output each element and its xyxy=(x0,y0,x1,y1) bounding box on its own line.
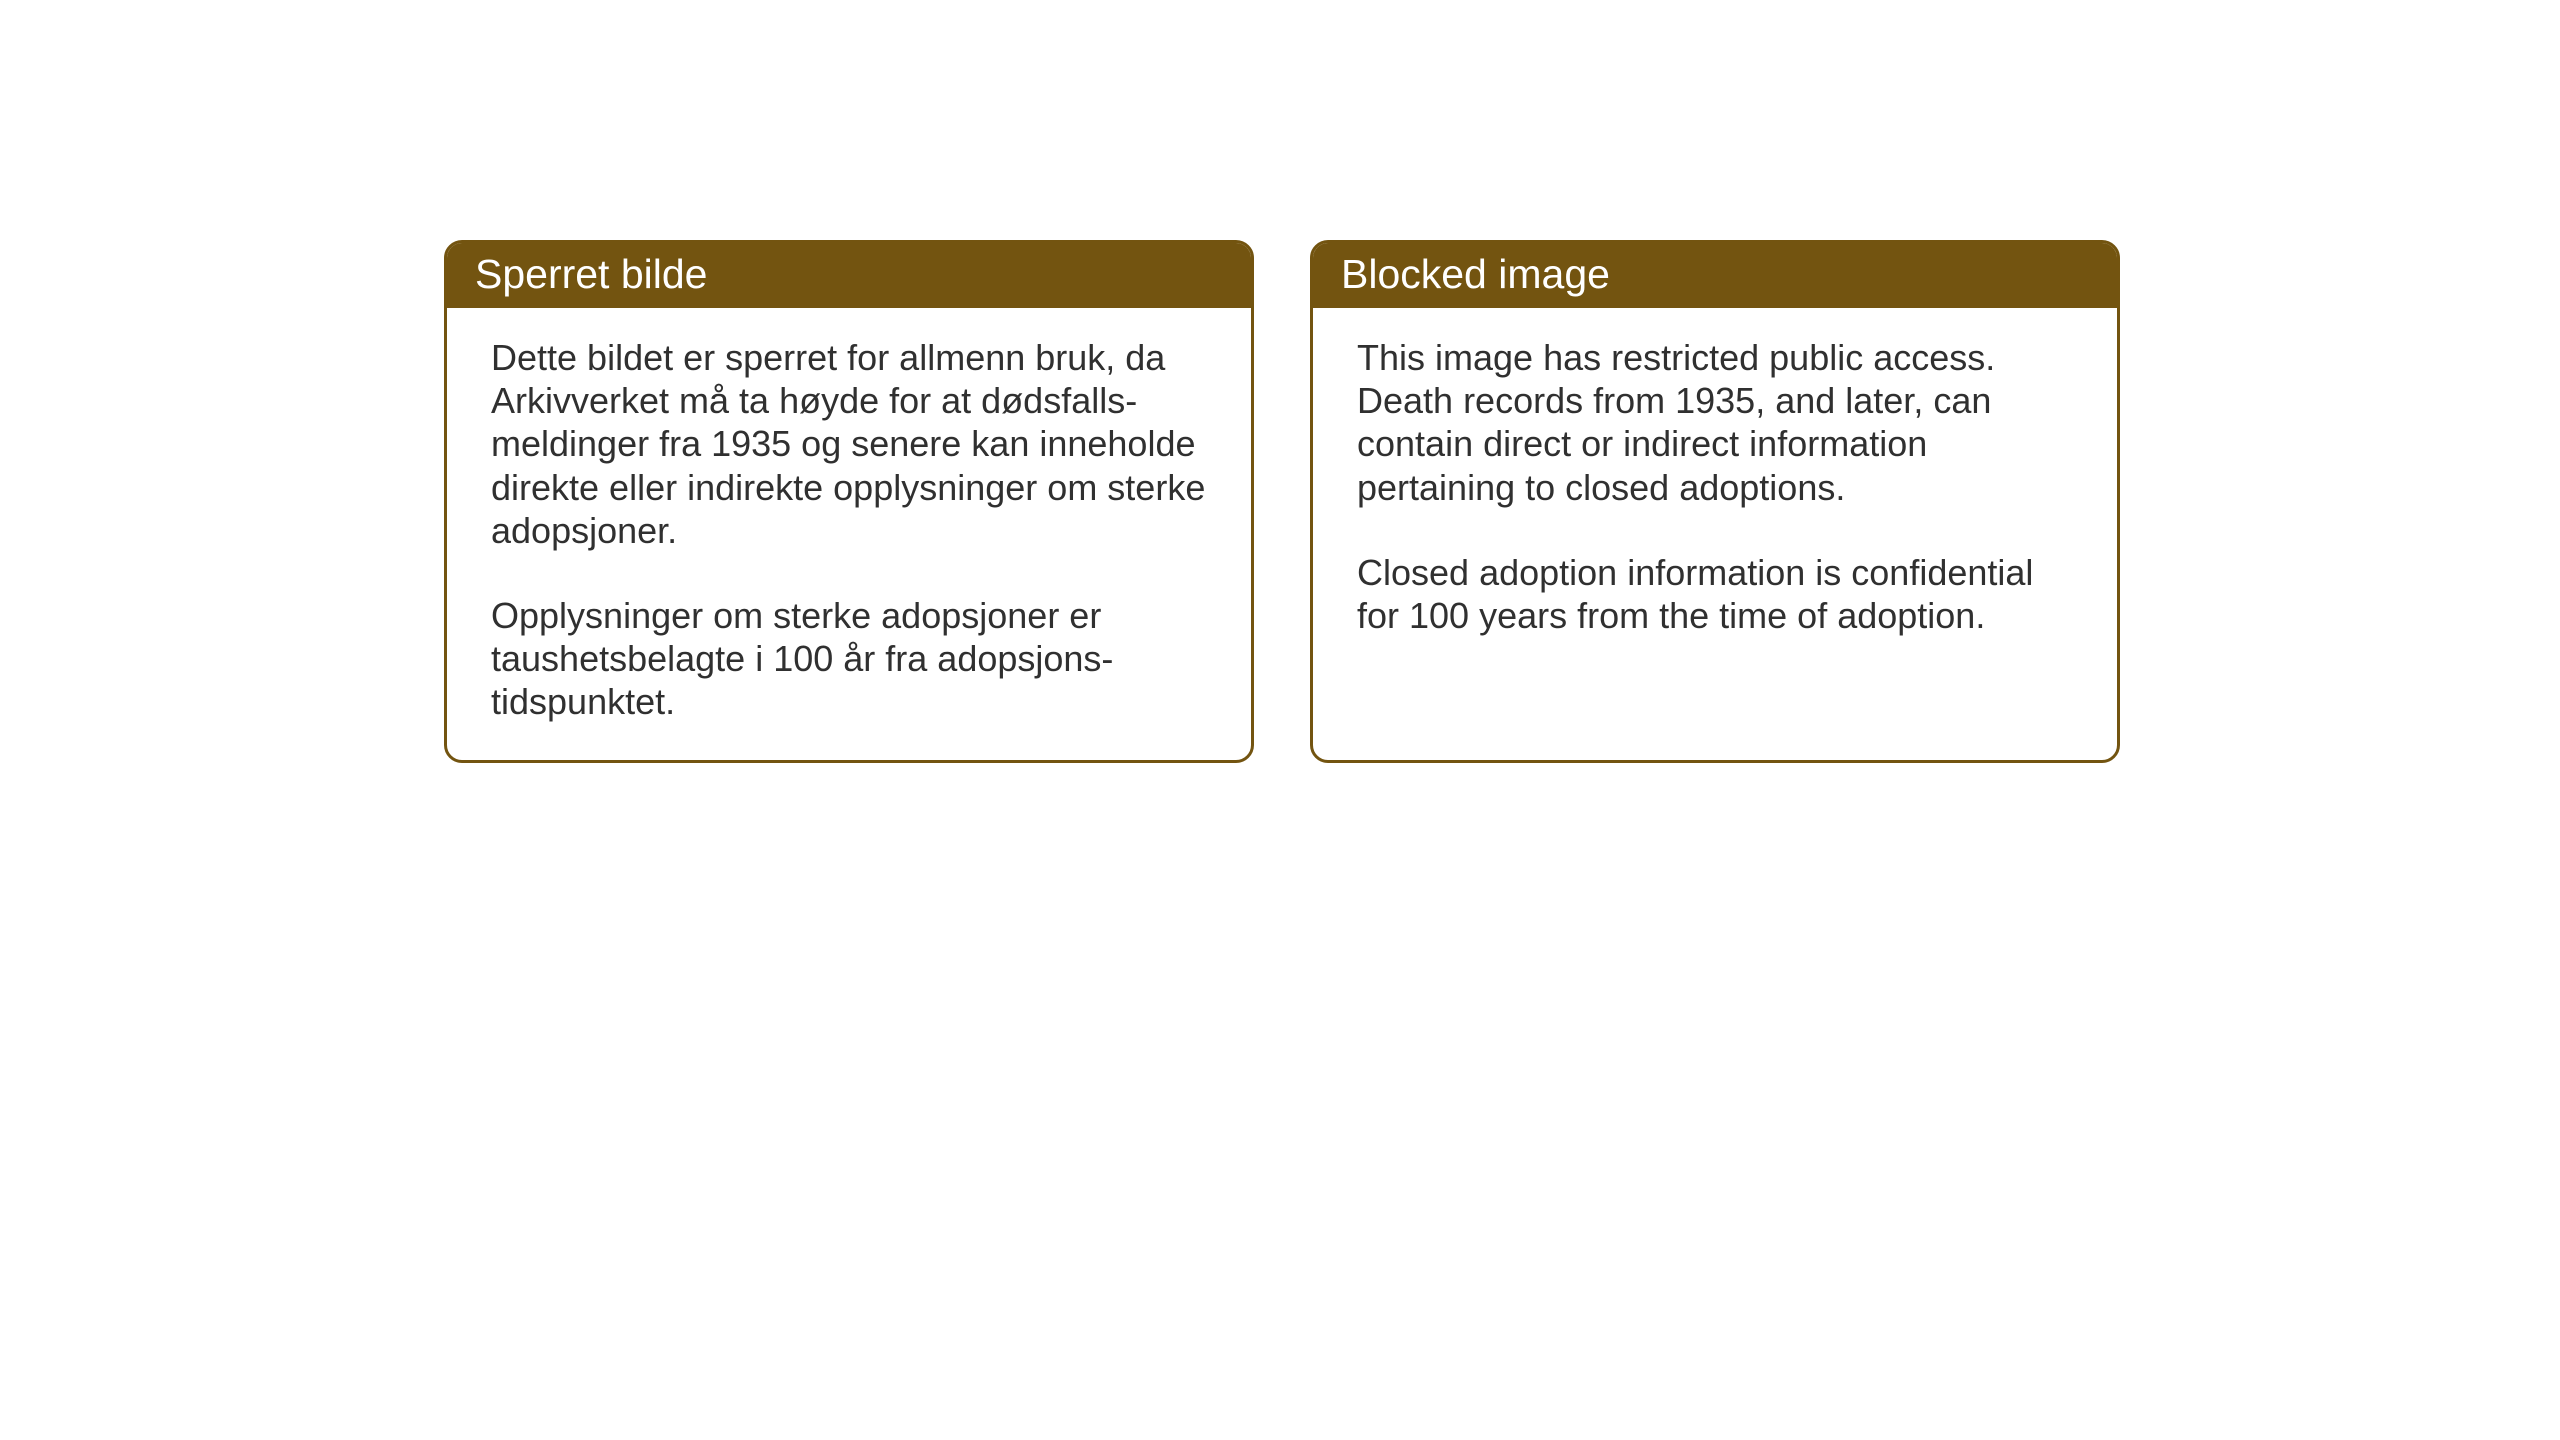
notice-header-norwegian: Sperret bilde xyxy=(447,243,1251,308)
notice-title-english: Blocked image xyxy=(1341,251,1610,297)
notice-header-english: Blocked image xyxy=(1313,243,2117,308)
notice-paragraph-2-english: Closed adoption information is confident… xyxy=(1357,551,2073,637)
notice-paragraph-2-norwegian: Opplysninger om sterke adopsjoner er tau… xyxy=(491,594,1207,724)
notice-card-norwegian: Sperret bilde Dette bildet er sperret fo… xyxy=(444,240,1254,763)
notice-paragraph-1-english: This image has restricted public access.… xyxy=(1357,336,2073,509)
notice-paragraph-1-norwegian: Dette bildet er sperret for allmenn bruk… xyxy=(491,336,1207,552)
notice-body-norwegian: Dette bildet er sperret for allmenn bruk… xyxy=(447,308,1251,760)
notice-card-english: Blocked image This image has restricted … xyxy=(1310,240,2120,763)
notice-body-english: This image has restricted public access.… xyxy=(1313,308,2117,673)
notice-container: Sperret bilde Dette bildet er sperret fo… xyxy=(444,240,2120,763)
notice-title-norwegian: Sperret bilde xyxy=(475,251,707,297)
